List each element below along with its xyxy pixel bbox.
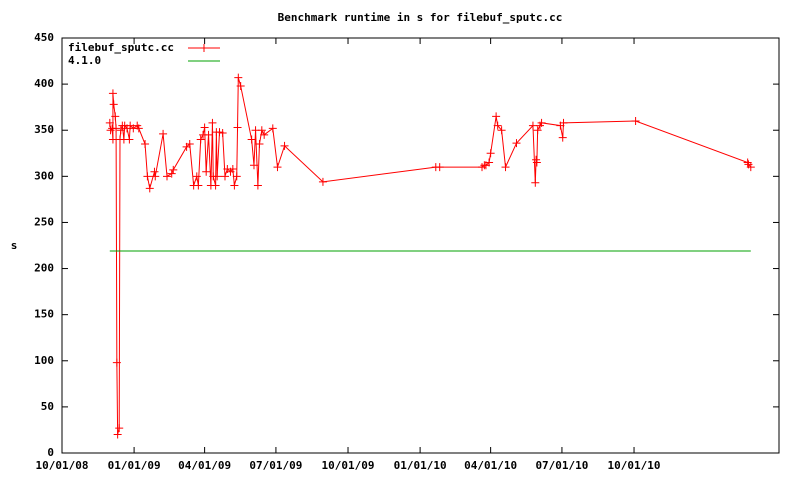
point-marker <box>280 141 289 150</box>
x-tick-label: 10/01/08 <box>36 459 89 472</box>
point-marker <box>106 126 115 135</box>
point-marker <box>213 172 222 181</box>
y-tick-label: 250 <box>34 215 54 228</box>
point-marker <box>247 135 256 144</box>
legend-label: filebuf_sputc.cc <box>68 41 174 54</box>
point-marker <box>486 149 495 158</box>
point-marker <box>220 172 229 181</box>
point-marker <box>211 181 220 190</box>
point-marker <box>532 158 541 167</box>
point-marker <box>260 130 269 139</box>
point-marker <box>163 172 172 181</box>
x-tick-label: 10/01/09 <box>322 459 375 472</box>
point-marker <box>228 164 237 173</box>
point-marker <box>233 123 242 132</box>
point-marker <box>485 158 494 167</box>
point-marker <box>558 133 567 142</box>
point-marker <box>204 130 213 139</box>
point-marker <box>134 124 143 133</box>
y-tick-label: 150 <box>34 308 54 321</box>
x-tick-label: 10/01/10 <box>608 459 661 472</box>
point-marker <box>249 161 258 170</box>
point-marker <box>533 126 542 135</box>
point-marker <box>145 184 154 193</box>
y-tick-label: 450 <box>34 31 54 44</box>
y-tick-label: 350 <box>34 123 54 136</box>
point-marker <box>531 178 540 187</box>
point-marker <box>200 123 209 132</box>
point-marker <box>169 165 178 174</box>
point-marker <box>108 135 117 144</box>
x-tick-label: 07/01/10 <box>535 459 588 472</box>
point-marker <box>257 126 266 135</box>
x-tick-label: 07/01/09 <box>249 459 302 472</box>
chart-title: Benchmark runtime in s for filebuf_sputc… <box>278 11 563 24</box>
y-tick-label: 50 <box>41 400 54 413</box>
point-marker <box>185 140 194 149</box>
point-marker <box>435 163 444 172</box>
y-tick-label: 200 <box>34 262 54 275</box>
y-tick-label: 400 <box>34 77 54 90</box>
point-marker <box>150 167 159 176</box>
point-marker <box>743 158 752 167</box>
point-marker <box>273 163 282 172</box>
point-marker <box>631 117 640 125</box>
point-marker <box>528 121 537 130</box>
x-tick-label: 01/01/10 <box>394 459 447 472</box>
point-marker <box>559 118 568 127</box>
point-marker <box>141 140 150 149</box>
point-marker <box>111 112 120 121</box>
legend-marker <box>200 44 208 52</box>
point-marker <box>113 430 122 439</box>
point-marker <box>109 100 118 109</box>
legend-label: 4.1.0 <box>68 54 101 67</box>
point-marker <box>192 172 201 181</box>
point-marker <box>108 89 117 98</box>
point-marker <box>268 124 277 133</box>
point-marker <box>253 181 262 190</box>
point-marker <box>167 169 176 178</box>
point-marker <box>746 163 755 172</box>
point-marker <box>512 139 521 148</box>
point-marker <box>501 163 510 172</box>
point-marker <box>151 172 160 181</box>
point-marker <box>112 124 121 133</box>
point-marker <box>232 172 241 181</box>
y-tick-label: 100 <box>34 354 54 367</box>
point-marker <box>159 129 168 138</box>
point-marker <box>105 118 114 127</box>
point-marker <box>537 118 546 127</box>
x-tick-label: 04/01/10 <box>464 459 517 472</box>
point-marker <box>202 167 211 176</box>
x-tick-label: 04/01/09 <box>178 459 231 472</box>
point-marker <box>230 181 239 190</box>
point-marker <box>493 121 502 130</box>
y-axis-label: s <box>11 239 18 252</box>
y-tick-label: 0 <box>47 446 54 459</box>
point-marker <box>112 358 121 367</box>
point-marker <box>196 135 205 144</box>
point-marker <box>125 135 134 144</box>
point-marker <box>115 424 124 433</box>
point-marker <box>208 118 217 127</box>
point-marker <box>234 73 243 82</box>
point-marker <box>116 126 125 135</box>
point-marker <box>255 140 264 149</box>
y-tick-label: 300 <box>34 169 54 182</box>
point-marker <box>143 172 152 181</box>
point-marker <box>218 128 227 137</box>
point-marker <box>318 177 327 186</box>
point-marker <box>194 181 203 190</box>
point-marker <box>492 112 501 121</box>
x-tick-label: 01/01/09 <box>108 459 161 472</box>
point-marker <box>236 81 245 90</box>
point-marker <box>497 126 506 135</box>
